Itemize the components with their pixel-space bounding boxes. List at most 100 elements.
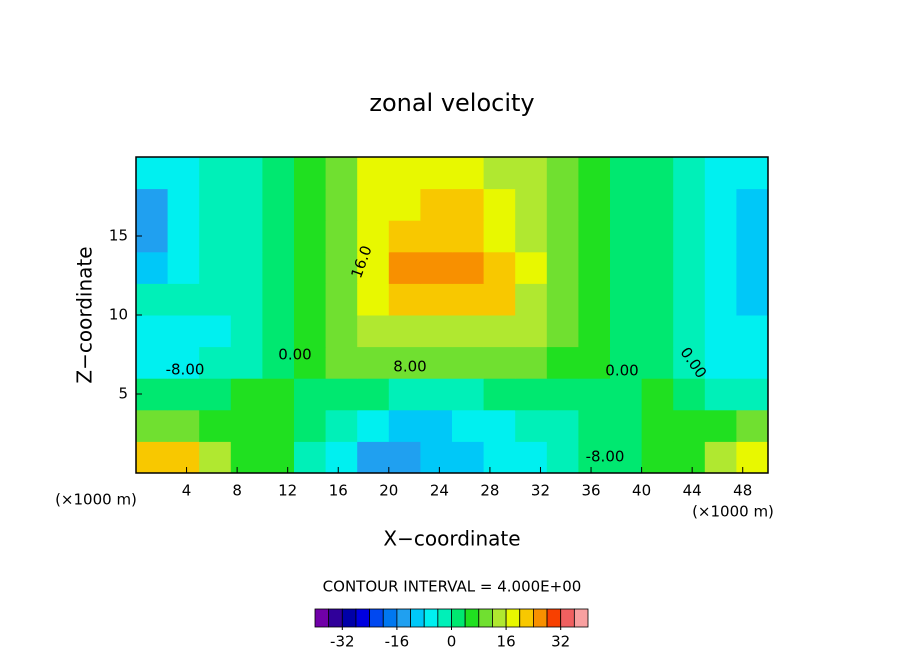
contour-cell xyxy=(199,315,232,348)
contour-cell xyxy=(483,251,516,284)
y-tick-label: 10 xyxy=(109,306,128,324)
contour-cell xyxy=(546,251,579,284)
contour-cell xyxy=(388,346,421,379)
contour-cell xyxy=(641,251,674,284)
contour-cell xyxy=(483,441,516,474)
contour-cell xyxy=(262,315,295,348)
contour-cell xyxy=(610,283,643,316)
colorbar-tick-label: 32 xyxy=(551,633,570,651)
contour-cell xyxy=(136,188,169,221)
contour-cell xyxy=(452,283,485,316)
contour-cell xyxy=(388,441,421,474)
contour-cell xyxy=(388,283,421,316)
contour-cell xyxy=(452,220,485,253)
contour-cell xyxy=(515,409,548,442)
contour-cell xyxy=(136,409,169,442)
contour-cell xyxy=(167,220,200,253)
contour-cell xyxy=(388,157,421,190)
contour-cell xyxy=(420,409,453,442)
contour-cell xyxy=(452,315,485,348)
contour-cell xyxy=(357,346,390,379)
contour-cell xyxy=(167,283,200,316)
contour-cell xyxy=(452,346,485,379)
contour-cell xyxy=(673,441,706,474)
contour-cell xyxy=(736,220,769,253)
contour-cell xyxy=(673,409,706,442)
contour-cell xyxy=(515,220,548,253)
y-axis-label: Z−coordinate xyxy=(73,246,97,383)
contour-cell xyxy=(199,251,232,284)
contour-cell xyxy=(357,283,390,316)
contour-cell xyxy=(641,409,674,442)
colorbar-swatch xyxy=(328,608,343,628)
contour-cell xyxy=(357,315,390,348)
colorbar-swatch xyxy=(464,608,480,628)
contour-cell xyxy=(199,283,232,316)
contour-cell xyxy=(136,251,169,284)
contour-cell xyxy=(262,409,295,442)
contour-cell xyxy=(515,283,548,316)
contour-cell xyxy=(230,283,263,316)
x-tick-label: 48 xyxy=(733,482,752,500)
contour-cell xyxy=(325,283,358,316)
contour-cell xyxy=(452,251,485,284)
colorbar-swatch xyxy=(437,608,452,628)
contour-cell xyxy=(452,378,485,411)
colorbar-swatch xyxy=(546,608,562,628)
colorbar-tick-label: -16 xyxy=(385,633,410,651)
contour-cell xyxy=(483,188,516,221)
contour-cell xyxy=(136,346,169,379)
contour-cell xyxy=(199,441,232,474)
contour-cell xyxy=(357,409,390,442)
contour-cell xyxy=(673,157,706,190)
x-tick-label: 4 xyxy=(182,482,192,500)
contour-label: 0.00 xyxy=(278,346,311,364)
contour-cell xyxy=(673,188,706,221)
contour-cell xyxy=(388,220,421,253)
colorbar-tick-label: 0 xyxy=(447,633,457,651)
contour-cell xyxy=(736,157,769,190)
x-unit-label: (×1000 m) xyxy=(692,503,774,521)
x-unit-label: (×1000 m) xyxy=(55,491,137,509)
contour-cell xyxy=(704,251,737,284)
x-tick-label: 28 xyxy=(480,482,499,500)
contour-cell xyxy=(262,220,295,253)
contour-cell xyxy=(388,409,421,442)
contour-cell xyxy=(578,283,611,316)
contour-cell xyxy=(610,441,643,474)
contour-cell xyxy=(325,346,358,379)
contour-cell xyxy=(262,283,295,316)
y-tick-label: 15 xyxy=(109,227,128,245)
contour-cell xyxy=(578,315,611,348)
x-tick-label: 32 xyxy=(531,482,550,500)
contour-cell xyxy=(641,220,674,253)
contour-label: -8.00 xyxy=(166,361,205,379)
contour-cell xyxy=(294,409,327,442)
contour-cell xyxy=(136,283,169,316)
contour-cell xyxy=(578,251,611,284)
contour-cell xyxy=(673,378,706,411)
colorbar-swatch xyxy=(533,608,548,628)
contour-cell xyxy=(294,157,327,190)
x-tick-label: 12 xyxy=(278,482,297,500)
contour-cell xyxy=(325,315,358,348)
colorbar-swatch xyxy=(410,608,425,628)
contour-cell xyxy=(704,409,737,442)
contour-cell xyxy=(325,251,358,284)
y-tick-label: 5 xyxy=(118,385,128,403)
contour-cell xyxy=(167,157,200,190)
contour-label: 8.00 xyxy=(393,358,426,376)
contour-cell xyxy=(167,441,200,474)
contour-cell xyxy=(673,315,706,348)
colorbar-swatch xyxy=(314,608,330,628)
contour-cell xyxy=(736,378,769,411)
contour-cell xyxy=(483,157,516,190)
contour-cell xyxy=(357,441,390,474)
contour-cell xyxy=(546,220,579,253)
contour-cell xyxy=(704,441,737,474)
contour-cell xyxy=(294,315,327,348)
contour-cell xyxy=(167,409,200,442)
contour-cell xyxy=(673,346,706,379)
contour-cell xyxy=(515,441,548,474)
colorbar-swatch xyxy=(369,608,384,628)
